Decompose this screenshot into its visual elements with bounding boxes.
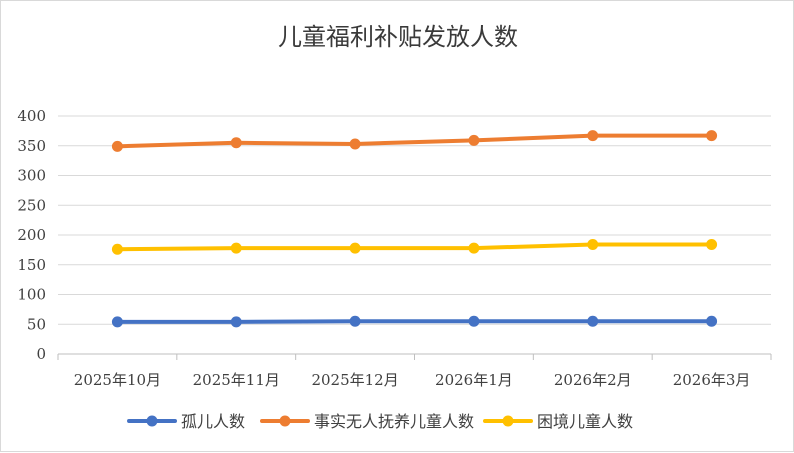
series-0 — [111, 315, 718, 328]
series-line — [115, 133, 714, 149]
y-tick-label: 50 — [27, 315, 46, 333]
data-point — [349, 242, 361, 254]
data-point — [230, 137, 242, 149]
data-point — [587, 315, 599, 327]
data-point — [706, 130, 718, 142]
data-point — [468, 315, 480, 327]
y-tick-label: 350 — [17, 137, 46, 155]
data-point — [706, 315, 718, 327]
data-point — [111, 140, 123, 152]
data-point — [230, 242, 242, 254]
data-point — [587, 130, 599, 142]
chart-title: 儿童福利补贴发放人数 — [278, 23, 518, 51]
legend-marker — [502, 415, 514, 427]
data-point — [111, 316, 123, 328]
legend-label: 困境儿童人数 — [537, 412, 633, 431]
data-point — [111, 243, 123, 255]
data-point — [706, 239, 718, 251]
data-point — [468, 242, 480, 254]
x-tick-label: 2025年11月 — [193, 371, 280, 389]
legend-marker — [279, 415, 291, 427]
y-axis-ticks: 0 50 100 150 200 250 300 350 400 — [17, 107, 46, 363]
x-tick-label: 2026年2月 — [554, 371, 632, 389]
x-tick-label: 2026年1月 — [435, 371, 513, 389]
y-tick-label: 0 — [36, 345, 46, 363]
series-line — [115, 319, 714, 324]
series-1 — [111, 130, 718, 152]
legend-label: 事实无人抚养儿童人数 — [314, 412, 474, 431]
y-tick-label: 150 — [17, 256, 46, 274]
x-axis-ticks: 2025年10月 2025年11月 2025年12月 2026年1月 2026年2月 20… — [74, 371, 751, 389]
y-tick-label: 100 — [17, 286, 46, 304]
axes — [57, 353, 772, 360]
data-point — [230, 316, 242, 328]
legend-item: 事实无人抚养儿童人数 — [260, 412, 474, 431]
legend-label: 孤儿人数 — [181, 412, 245, 431]
legend: 孤儿人数 事实无人抚养儿童人数 困境儿童人数 — [127, 412, 633, 431]
legend-item: 孤儿人数 — [127, 412, 245, 431]
legend-marker — [146, 415, 158, 427]
series-group — [111, 130, 718, 328]
data-point — [587, 239, 599, 251]
series-line — [115, 242, 714, 252]
y-tick-label: 250 — [17, 196, 46, 214]
x-tick-label: 2025年10月 — [74, 371, 161, 389]
data-point — [349, 138, 361, 150]
series-2 — [111, 239, 718, 255]
x-tick-label: 2026年3月 — [673, 371, 751, 389]
y-tick-label: 200 — [17, 226, 46, 244]
data-point — [468, 134, 480, 146]
y-tick-label: 300 — [17, 167, 46, 185]
data-point — [349, 315, 361, 327]
gridlines — [58, 115, 771, 325]
legend-item: 困境儿童人数 — [483, 412, 633, 431]
x-tick-label: 2025年12月 — [311, 371, 398, 389]
y-tick-label: 400 — [17, 107, 46, 125]
